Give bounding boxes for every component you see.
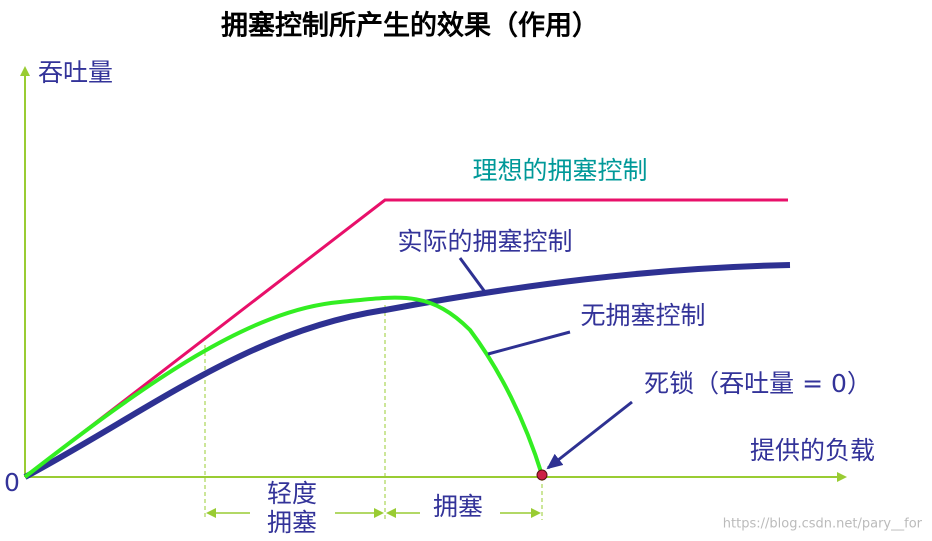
y-axis-label: 吞吐量 bbox=[38, 58, 113, 87]
deadlock-label: 死锁（吞吐量 = 0） bbox=[644, 369, 872, 398]
actual-curve bbox=[23, 262, 791, 480]
x-axis-label: 提供的负载 bbox=[750, 436, 875, 465]
curve-label: 无拥塞控制 bbox=[580, 301, 705, 330]
region-label: 轻度 bbox=[267, 479, 317, 508]
watermark: https://blog.csdn.net/pary__for bbox=[723, 517, 923, 532]
curve-label: 实际的拥塞控制 bbox=[397, 227, 572, 256]
curve-label: 理想的拥塞控制 bbox=[472, 156, 647, 185]
ideal-curve bbox=[24, 198, 788, 479]
origin-label: 0 bbox=[4, 468, 20, 497]
pointer bbox=[487, 330, 571, 356]
region-label: 拥塞 bbox=[267, 508, 317, 537]
title: 拥塞控制所产生的效果（作用） bbox=[221, 10, 599, 42]
deadlock-point bbox=[536, 469, 548, 481]
no-control-curve bbox=[23, 295, 544, 479]
pointer bbox=[458, 257, 487, 293]
pointer bbox=[546, 400, 633, 470]
region-label: 拥塞 bbox=[433, 492, 483, 521]
